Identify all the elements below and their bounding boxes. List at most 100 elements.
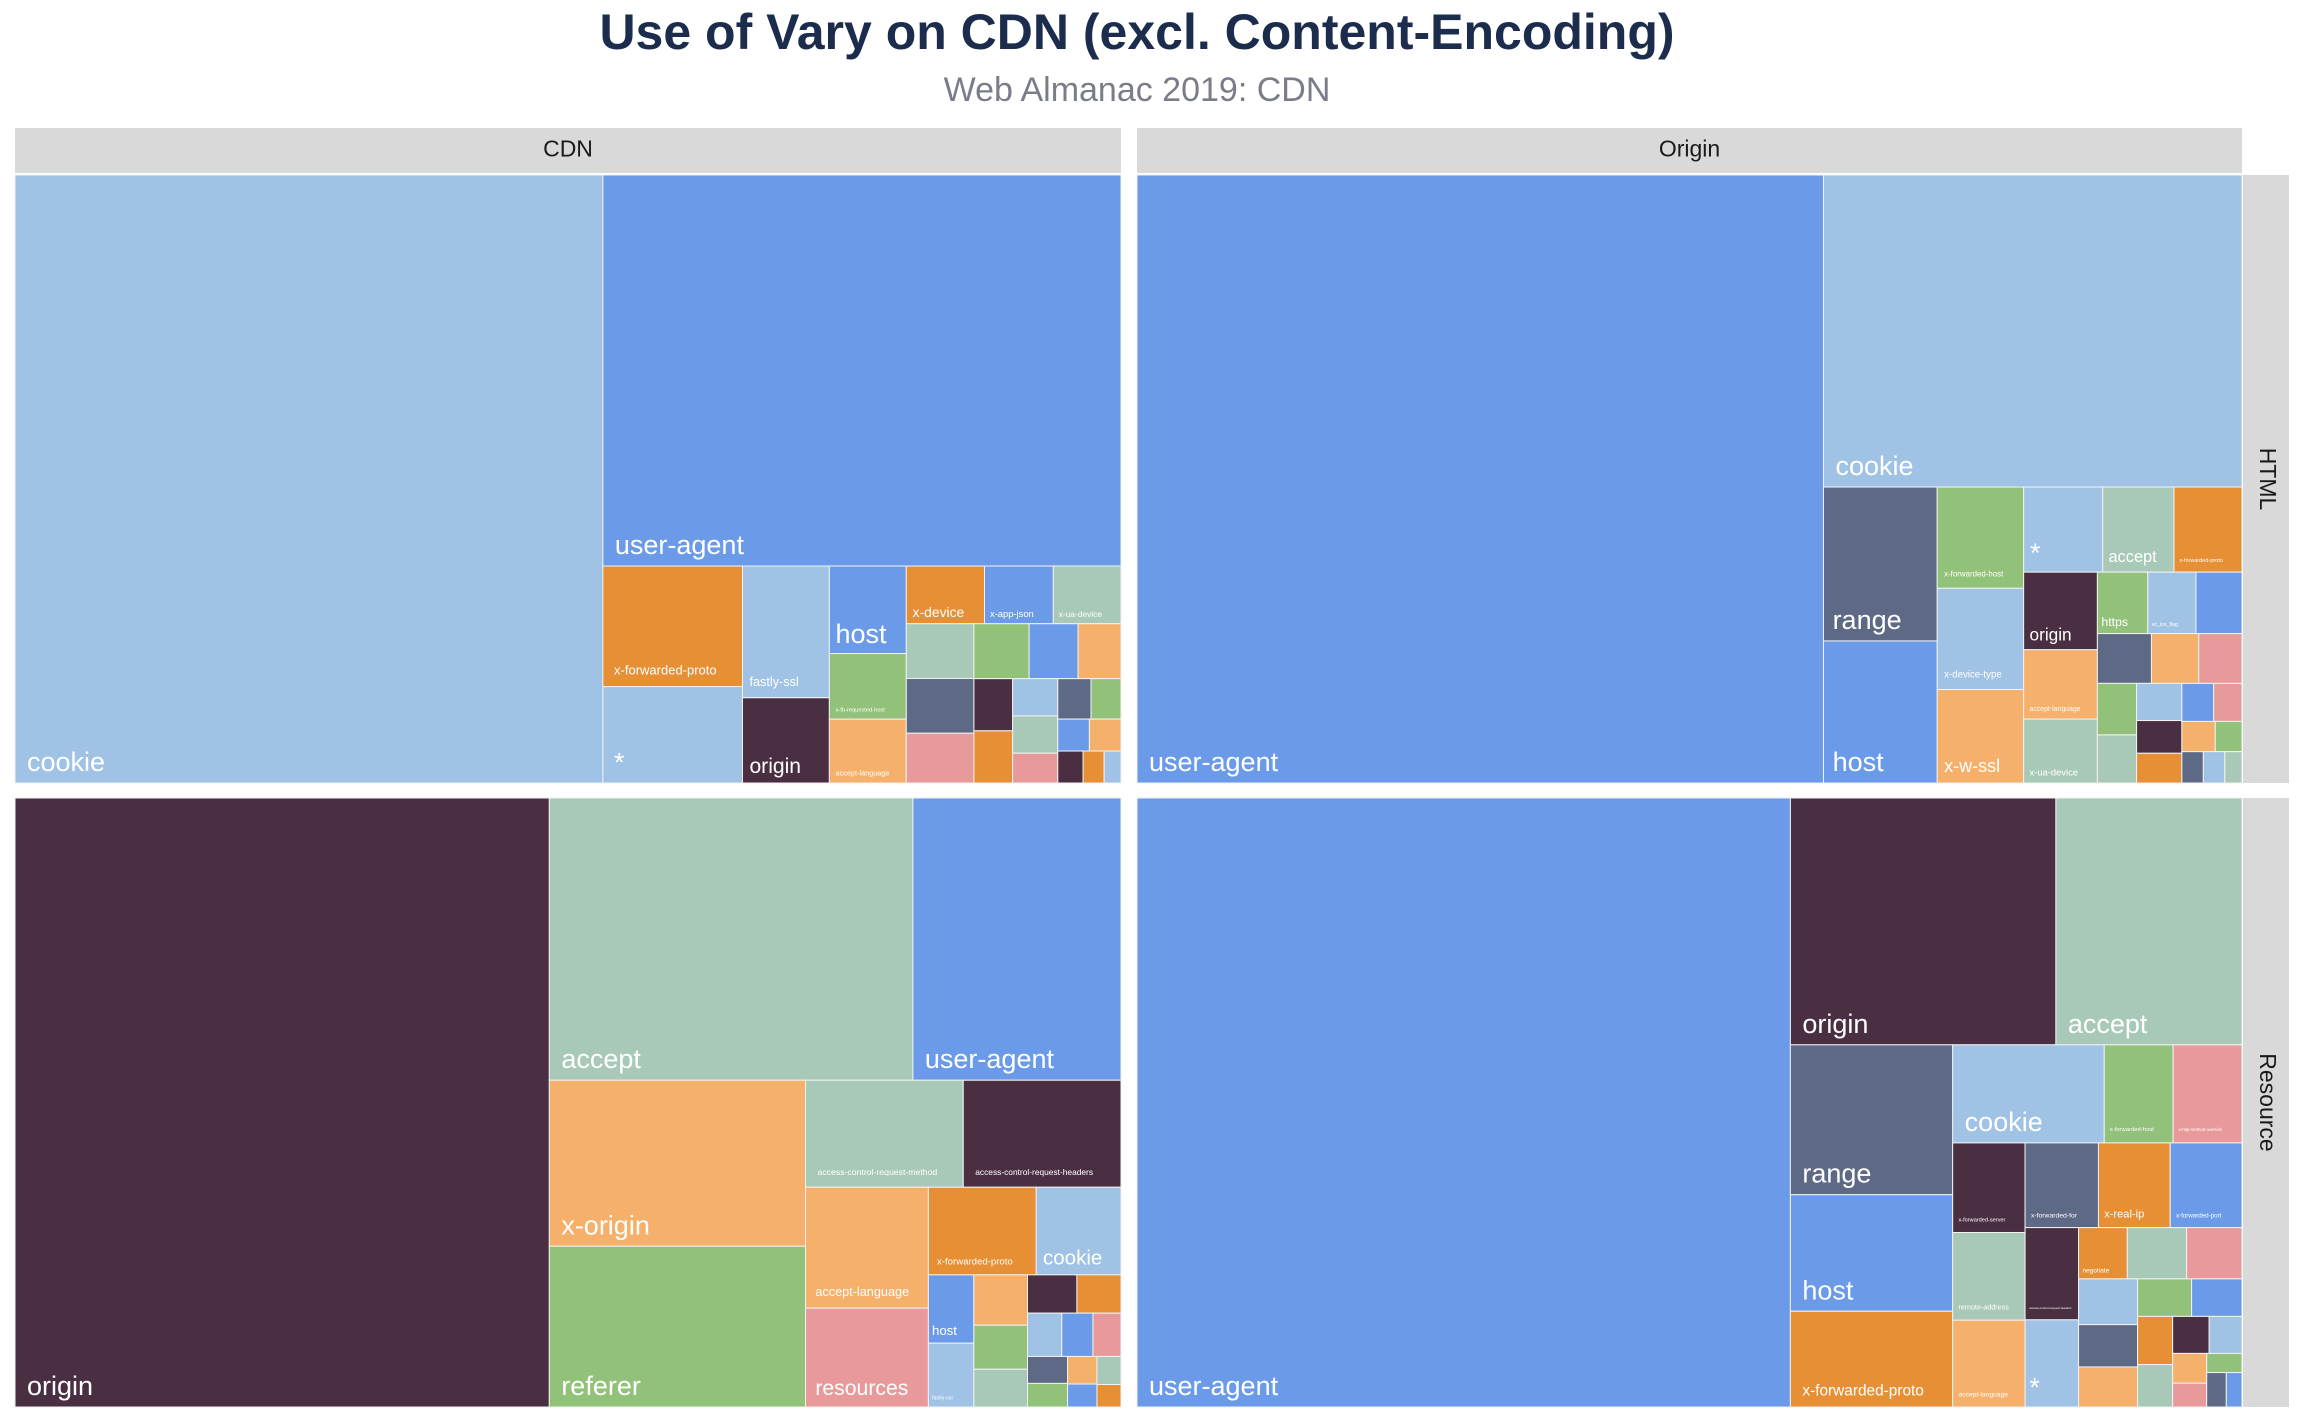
tile <box>2096 571 2149 635</box>
tile <box>1103 750 1122 784</box>
tile-label: accept-language <box>815 1285 909 1299</box>
tile-label: x-forwarded-for <box>2031 1212 2078 1219</box>
tile <box>2169 1142 2243 1229</box>
tile-label: accept <box>2108 548 2157 566</box>
tile-label: x-forwarded-host <box>1944 569 2004 578</box>
facet-column-label: CDN <box>543 136 593 162</box>
tile-label: access-control-request-headers <box>975 1167 1093 1177</box>
tile-label: host <box>932 1323 957 1338</box>
tile-label: x-real-ip <box>2104 1208 2144 1220</box>
tile <box>1057 750 1084 784</box>
tile <box>1012 752 1059 784</box>
facet-column-label: Origin <box>1659 136 1720 162</box>
tile <box>14 174 604 784</box>
tile <box>2214 720 2243 753</box>
tile <box>1952 1231 2026 1321</box>
tile-label: cookie <box>1835 451 1913 481</box>
tile-label: origin <box>1802 1009 1868 1039</box>
tile <box>1027 1312 1063 1357</box>
tile <box>1090 678 1122 720</box>
facet-strip <box>2243 175 2289 783</box>
chart-subtitle: Web Almanac 2019: CDN <box>944 71 1331 109</box>
tile-label: * <box>614 747 625 777</box>
tile <box>2023 718 2098 784</box>
tile-label: user-agent <box>925 1044 1055 1074</box>
tile-label: accept <box>561 1044 641 1074</box>
tile <box>2055 797 2243 1046</box>
tile <box>1012 678 1059 717</box>
chart-title: Use of Vary on CDN (excl. Content-Encodi… <box>599 4 1674 60</box>
tile <box>973 1324 1029 1370</box>
treemap-panel: user-agent cookie range host x-forwarded-hos… <box>1136 174 2243 784</box>
tile-label: negotiate <box>2082 1268 2109 1275</box>
tile <box>1076 1274 1122 1314</box>
tile <box>983 565 1054 625</box>
facet-strip <box>15 128 1121 173</box>
tile <box>2096 682 2138 736</box>
tile-label: ec_ios_flag <box>2152 622 2178 628</box>
tile <box>602 174 1122 567</box>
treemap-panel: cookie user-agent x-forwarded-proto * fastly… <box>14 174 1122 784</box>
tile <box>1822 174 2243 488</box>
tile-label: resources <box>815 1377 908 1400</box>
tile <box>2198 633 2243 684</box>
tile-label: x-forwarded-proto <box>1802 1383 1923 1400</box>
tile <box>2102 486 2175 573</box>
tile <box>1012 715 1059 754</box>
tile <box>2186 1227 2243 1280</box>
tile <box>927 1274 975 1344</box>
treemap-panel: user-agent origin accept range host x-forward… <box>1136 797 2243 1408</box>
tile-label: x-forwarded-proto <box>614 663 717 678</box>
tile <box>2096 734 2138 784</box>
tile-label: origin <box>2030 624 2072 644</box>
tile-label: accept-language <box>836 768 890 777</box>
tile <box>2126 1227 2188 1280</box>
tile <box>2136 752 2183 784</box>
tile <box>905 732 975 784</box>
tile <box>2023 486 2104 573</box>
tile <box>2172 1044 2243 1144</box>
tile <box>14 797 550 1408</box>
tile <box>1057 718 1090 752</box>
tile <box>973 1368 1029 1408</box>
tile <box>1789 1310 1954 1408</box>
tile <box>927 1342 975 1408</box>
tile <box>2191 1278 2243 1317</box>
tile <box>973 1274 1029 1326</box>
tile <box>1789 1194 1954 1312</box>
tile-label: x-forwarded-host <box>2110 1127 2155 1133</box>
tile <box>741 697 830 784</box>
tile <box>1028 623 1079 680</box>
tile <box>2096 633 2152 684</box>
tile <box>2195 571 2243 635</box>
tile-label: host <box>1833 747 1885 777</box>
tile-label: range <box>1802 1159 1871 1189</box>
tile <box>2208 1315 2243 1354</box>
tile <box>962 1079 1122 1188</box>
tile <box>973 678 1014 732</box>
tile <box>2225 1372 2243 1408</box>
tile-label: x-origin <box>561 1210 650 1240</box>
tile-label: x-forwarded-port <box>2176 1212 2222 1219</box>
tile <box>2136 682 2183 722</box>
tile <box>2103 1044 2174 1144</box>
tile <box>602 686 743 784</box>
tile-label: access-control-request-headers <box>2029 1306 2072 1310</box>
tile <box>1952 1142 2026 1233</box>
tile-label: x-app-json <box>990 608 1034 619</box>
tile-label: x-ua-device <box>1059 609 1103 619</box>
tile <box>1057 678 1092 720</box>
tile <box>1952 1044 2105 1144</box>
tile-label: x-http-method-override <box>2179 1127 2223 1132</box>
tile <box>1092 1312 1122 1357</box>
tile <box>2078 1278 2139 1326</box>
tile-label: * <box>2029 1373 2040 1403</box>
tile <box>1088 718 1122 752</box>
tile <box>1027 1382 1069 1408</box>
tile <box>2202 751 2226 784</box>
tile <box>548 797 914 1081</box>
tile-label: x-device-type <box>1944 670 2002 681</box>
tile <box>2206 1352 2243 1374</box>
facet-strip <box>2243 798 2289 1407</box>
tile <box>1136 174 1824 784</box>
